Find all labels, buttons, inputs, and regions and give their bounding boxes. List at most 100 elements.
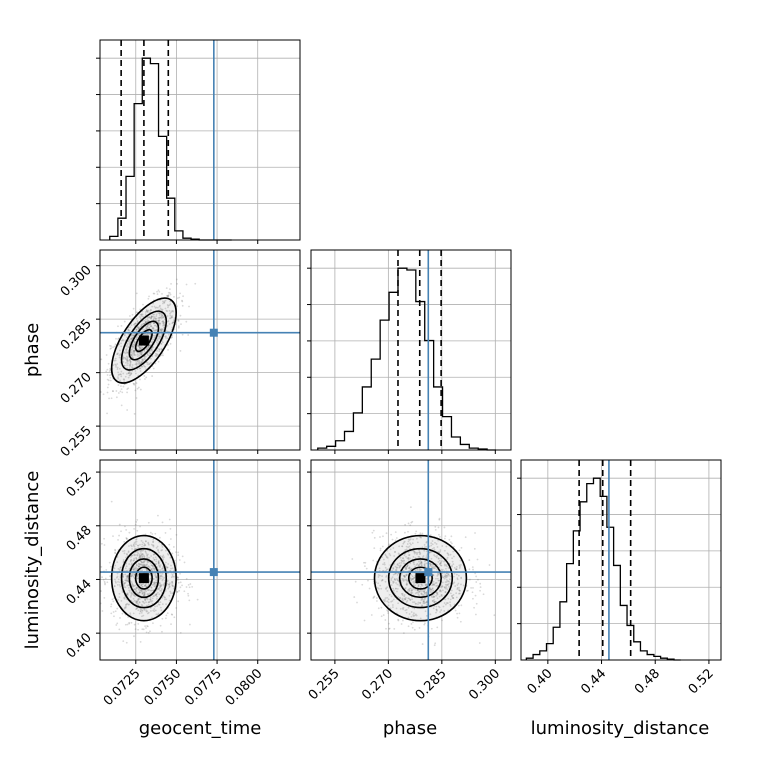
sample-point: [102, 393, 105, 396]
sample-point: [157, 549, 160, 552]
sample-point: [416, 589, 419, 592]
sample-point: [188, 586, 191, 589]
sample-point: [147, 583, 150, 585]
sample-point: [141, 610, 144, 612]
sample-point: [110, 500, 113, 503]
sample-point: [137, 622, 140, 625]
sample-point: [405, 566, 408, 569]
sample-point: [415, 602, 418, 605]
sample-point: [168, 583, 171, 586]
sample-point: [420, 562, 423, 565]
sample-point: [114, 548, 116, 551]
truth-marker: [424, 568, 433, 577]
sample-point: [154, 556, 157, 559]
sample-point: [133, 383, 136, 386]
sample-point: [144, 551, 147, 554]
sample-point: [156, 588, 159, 591]
sample-point: [133, 588, 136, 591]
sample-point: [387, 598, 390, 601]
sample-point: [453, 566, 456, 569]
sample-point: [421, 590, 423, 592]
sample-point: [402, 579, 404, 581]
sample-point: [158, 565, 161, 568]
sample-point: [386, 590, 389, 592]
sample-point: [139, 316, 141, 318]
sample-point: [132, 601, 134, 603]
density-peak: [415, 573, 426, 584]
sample-point: [443, 549, 446, 552]
sample-point: [422, 600, 425, 603]
sample-point: [152, 595, 155, 598]
sample-point: [133, 548, 136, 551]
sample-point: [425, 540, 428, 543]
sample-point: [445, 564, 448, 566]
sample-point: [139, 370, 142, 372]
sample-point: [424, 565, 426, 567]
sample-point: [157, 338, 159, 341]
sample-point: [423, 565, 426, 568]
sample-point: [416, 537, 418, 540]
sample-point: [124, 358, 127, 360]
sample-point: [440, 586, 443, 589]
sample-point: [138, 562, 140, 565]
sample-point: [396, 583, 399, 586]
sample-point: [185, 283, 188, 286]
sample-point: [131, 562, 133, 565]
sample-point: [150, 325, 153, 328]
sample-point: [153, 595, 156, 597]
sample-point: [420, 568, 422, 571]
sample-point: [128, 315, 131, 317]
sample-point: [144, 325, 147, 328]
sample-point: [404, 523, 407, 526]
sample-point: [406, 565, 409, 568]
sample-point: [146, 554, 148, 557]
sample-point: [448, 585, 450, 588]
sample-point: [452, 545, 455, 548]
sample-point: [152, 541, 154, 544]
sample-point: [128, 621, 131, 624]
sample-point: [155, 594, 157, 596]
sample-point: [158, 336, 161, 338]
panel-frame-geocent_time-vs-luminosity_distance: [99, 459, 301, 661]
sample-point: [411, 598, 413, 601]
sample-point: [445, 581, 448, 583]
sample-point: [430, 589, 433, 591]
sample-point: [140, 608, 142, 611]
sample-point: [133, 542, 136, 545]
sample-point: [152, 322, 155, 325]
sample-point: [421, 597, 423, 600]
sample-point: [107, 383, 110, 386]
sample-point: [172, 310, 175, 313]
sample-point: [411, 626, 414, 629]
sample-point: [177, 600, 180, 603]
sample-point: [131, 345, 133, 348]
sample-point: [136, 607, 138, 610]
sample-point: [383, 600, 386, 603]
sample-point: [456, 587, 459, 589]
sample-point: [431, 599, 434, 602]
sample-point: [144, 584, 147, 587]
sample-point: [432, 580, 435, 583]
sample-point: [397, 552, 400, 555]
sample-point: [472, 597, 474, 600]
sample-point: [137, 345, 140, 348]
sample-point: [423, 563, 426, 566]
sample-point: [432, 574, 435, 577]
sample-point: [126, 391, 128, 394]
sample-point: [136, 387, 139, 390]
sample-point: [439, 535, 441, 538]
sample-point: [126, 367, 129, 370]
sample-point: [122, 550, 124, 553]
sample-point: [138, 345, 141, 348]
sample-point: [140, 611, 143, 614]
sample-point: [143, 591, 146, 593]
sample-point: [127, 372, 130, 374]
sample-point: [411, 542, 414, 545]
sample-point: [139, 560, 142, 563]
sample-point: [153, 292, 156, 295]
sample-point: [112, 600, 115, 603]
sample-point: [132, 307, 135, 310]
sample-point: [390, 595, 393, 598]
sample-point: [395, 607, 398, 610]
sample-point: [433, 554, 435, 556]
